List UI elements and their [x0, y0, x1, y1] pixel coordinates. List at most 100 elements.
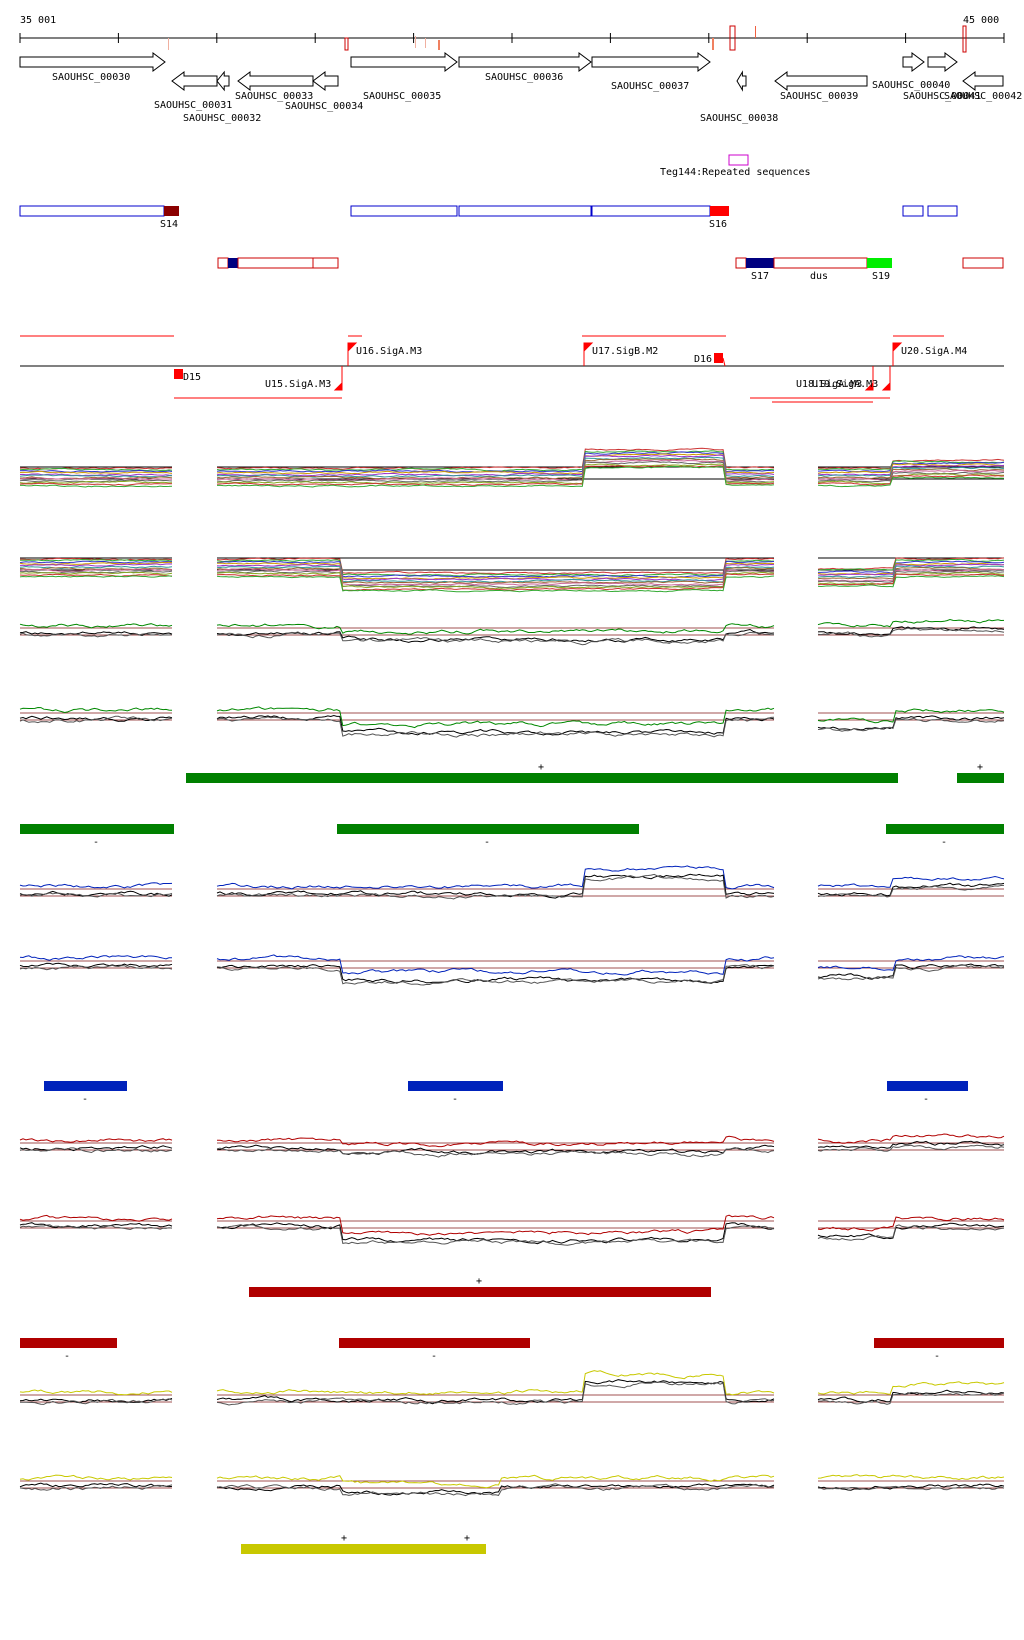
expression-line — [19, 962, 173, 968]
condition-mark: + — [977, 762, 983, 773]
ruler-feature-marks — [168, 25, 967, 53]
gene-label: SAOUHSC_00041 — [903, 91, 981, 102]
segment-box — [458, 205, 592, 217]
expression-line — [216, 1370, 775, 1396]
expression-line — [216, 568, 775, 586]
expression-line — [216, 954, 775, 976]
ruler-mark — [415, 36, 416, 48]
expression-line — [817, 570, 1005, 583]
expression-line — [19, 474, 173, 478]
expression-line — [216, 562, 775, 580]
expression-line — [216, 461, 775, 483]
promoter-u19-label: U19.SigA.M3 — [812, 379, 878, 390]
expression-line — [817, 715, 1005, 731]
gene-arrow — [774, 71, 868, 91]
expression-line — [817, 1389, 1005, 1404]
expression-line — [817, 884, 1005, 898]
expression-line — [216, 453, 775, 475]
expression-line — [19, 882, 173, 889]
promoter-u16-label: U16.SigA.M3 — [356, 346, 422, 357]
expression-tracks — [19, 447, 1005, 1497]
condition-mark: - — [93, 837, 99, 848]
promoter-u17-label: U17.SigB.M2 — [592, 346, 658, 357]
expression-line — [19, 1138, 173, 1143]
expression-line — [19, 1398, 173, 1404]
repeat-feature: Teg144:Repeated sequences — [660, 154, 811, 178]
condition-bar-red-minus — [20, 1338, 117, 1348]
ruler-mark — [712, 38, 714, 50]
expression-line — [216, 454, 775, 477]
gene-arrow — [350, 52, 458, 72]
promoter-d16-marker — [714, 353, 723, 363]
segment-box — [217, 257, 229, 269]
ruler-start-label: 35 001 — [20, 15, 56, 26]
expression-line — [19, 1482, 173, 1488]
expression-line — [216, 623, 775, 635]
condition-bar-blue-minus — [44, 1081, 127, 1091]
expression-line — [818, 469, 1005, 481]
expression-line — [19, 558, 173, 562]
promoter-u17-marker — [583, 342, 594, 366]
expression-line — [817, 463, 1005, 474]
expression-line — [19, 1222, 173, 1229]
condition-bar-red-plus — [249, 1287, 711, 1297]
segment-s16-label: S16 — [709, 219, 727, 230]
condition-mark: - — [452, 1094, 458, 1105]
expression-line — [216, 447, 775, 471]
expression-line — [216, 964, 775, 984]
expression-line — [216, 706, 775, 729]
gene-arrow — [927, 52, 958, 72]
gene-label: SAOUHSC_00038 — [700, 113, 778, 124]
expression-line — [216, 873, 775, 900]
expression-line — [817, 471, 1005, 483]
expression-line — [817, 473, 1004, 485]
expression-line — [817, 460, 1005, 471]
expression-line — [20, 1398, 173, 1405]
expression-line — [216, 716, 775, 738]
condition-bar-blue-minus — [408, 1081, 503, 1091]
ruler-mark — [755, 26, 756, 38]
expression-line — [216, 1483, 775, 1497]
expression-line — [19, 477, 173, 481]
segment-box — [228, 258, 238, 268]
expression-line — [817, 1391, 1005, 1405]
expression-line — [817, 1222, 1005, 1240]
expression-line — [19, 573, 173, 577]
gene-label: SAOUHSC_00031 — [154, 100, 232, 111]
expression-line — [817, 1474, 1005, 1481]
expression-line — [19, 561, 173, 565]
expression-line — [216, 573, 775, 591]
ruler-ticks — [19, 33, 1005, 43]
expression-line — [216, 559, 775, 577]
expression-line — [216, 631, 775, 646]
expression-line — [20, 557, 173, 561]
expression-line — [817, 1144, 1005, 1152]
expression-line — [216, 569, 775, 589]
segment-track-plus: S14 S16 — [19, 205, 958, 230]
expression-line — [817, 476, 1005, 488]
segment-s19-box — [867, 258, 892, 268]
condition-mark: - — [484, 837, 490, 848]
expression-line — [19, 964, 173, 971]
gene-arrow — [312, 71, 339, 91]
coordinate-ruler: 35 001 45 000 — [19, 15, 1005, 43]
ruler-mark — [344, 37, 349, 51]
expression-line — [19, 480, 173, 484]
expression-line — [19, 706, 173, 714]
promoter-u16-marker — [347, 342, 358, 366]
condition-bar-yellow-plus — [241, 1544, 486, 1554]
condition-mark: - — [431, 1351, 437, 1362]
expression-line — [817, 1485, 1005, 1491]
expression-line — [216, 465, 775, 486]
ruler-end-label: 45 000 — [963, 15, 999, 26]
segment-dus-label: dus — [810, 271, 828, 282]
expression-line — [19, 565, 173, 570]
expression-line — [19, 715, 173, 724]
expression-line — [19, 467, 173, 472]
gene-label: SAOUHSC_00036 — [485, 72, 563, 83]
expression-line — [216, 1474, 775, 1489]
condition-mark: - — [64, 1351, 70, 1362]
condition-bar-green-plus — [957, 773, 1004, 783]
gene-label: SAOUHSC_00040 — [872, 80, 950, 91]
promoter-d15-label: D15 — [183, 372, 201, 383]
